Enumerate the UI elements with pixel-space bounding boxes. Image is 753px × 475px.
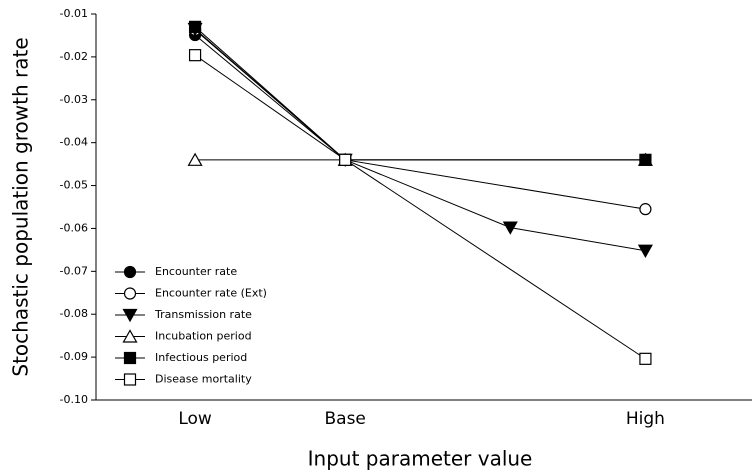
point bbox=[188, 20, 202, 33]
legend-label: Transmission rate bbox=[154, 308, 252, 321]
legend-marker bbox=[123, 351, 137, 365]
x-tick-label: High bbox=[626, 409, 665, 429]
legend-label: Incubation period bbox=[155, 330, 252, 343]
point bbox=[639, 203, 652, 216]
point bbox=[639, 153, 652, 166]
y-tick-label: -0.05 bbox=[60, 179, 88, 192]
legend-marker bbox=[123, 265, 137, 279]
y-tick-label: -0.03 bbox=[60, 93, 88, 106]
legend-label: Disease mortality bbox=[155, 373, 252, 386]
point bbox=[502, 221, 518, 235]
legend-marker bbox=[123, 287, 137, 300]
y-axis-title: Stochastic population growth rate bbox=[9, 37, 33, 376]
point bbox=[637, 244, 653, 258]
point bbox=[339, 153, 352, 166]
y-tick-label: -0.04 bbox=[60, 136, 88, 149]
series-line bbox=[194, 29, 646, 210]
y-tick-label: -0.06 bbox=[60, 221, 88, 234]
x-tick-label: Base bbox=[324, 409, 365, 429]
series-line bbox=[194, 34, 646, 161]
y-tick-label: -0.08 bbox=[60, 307, 88, 320]
point bbox=[639, 352, 652, 365]
legend-marker bbox=[122, 329, 138, 343]
legend-label: Infectious period bbox=[155, 351, 247, 364]
y-tick-label: -0.01 bbox=[60, 7, 88, 20]
series-line bbox=[194, 28, 646, 252]
y-tick-label: -0.02 bbox=[60, 50, 88, 63]
legend-label: Encounter rate (Ext) bbox=[155, 287, 267, 300]
y-tick-label: -0.09 bbox=[60, 350, 88, 363]
y-tick-label: -0.07 bbox=[60, 264, 88, 277]
y-tick-label: -0.10 bbox=[60, 393, 88, 406]
point bbox=[188, 49, 202, 62]
legend-label: Encounter rate bbox=[155, 265, 237, 278]
legend-marker bbox=[122, 308, 138, 323]
legend-marker bbox=[123, 373, 137, 386]
point bbox=[187, 152, 203, 166]
x-tick-label: Low bbox=[178, 409, 212, 429]
series-line bbox=[194, 26, 646, 161]
series-line bbox=[194, 54, 646, 360]
x-axis-title: Input parameter value bbox=[308, 447, 533, 471]
